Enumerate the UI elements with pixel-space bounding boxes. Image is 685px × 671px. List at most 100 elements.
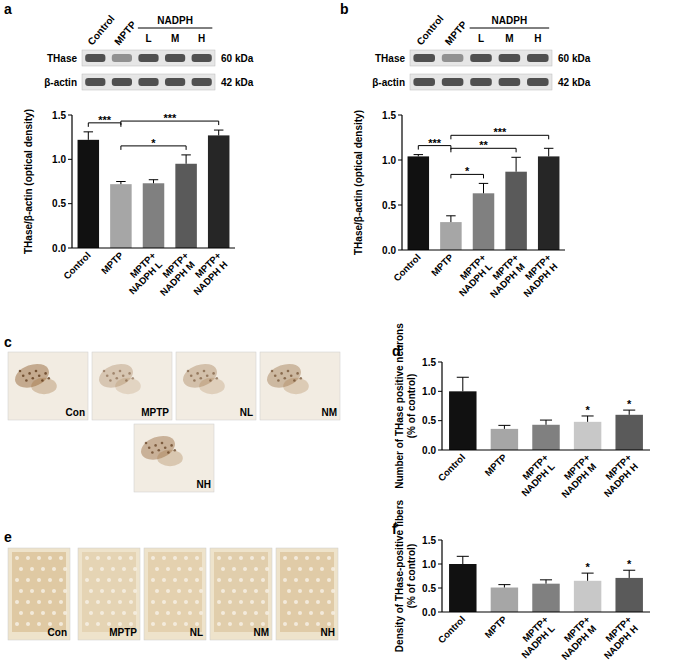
fiber-bundle: [283, 622, 287, 626]
band-name: THase: [47, 53, 77, 64]
fiber-bundle: [19, 611, 23, 615]
cell: [216, 377, 219, 380]
fiber-bundle: [316, 600, 320, 604]
blot-band: [165, 54, 185, 62]
bar: [574, 581, 601, 612]
fiber-bundle: [173, 578, 177, 582]
bar-chart: fDensity of THase-positive fibers(% of c…: [392, 499, 650, 662]
x-tick-label-line: NADPH H: [521, 261, 559, 299]
y-tick-label: 1.0: [382, 155, 396, 166]
x-tick-label-line: Control: [436, 614, 468, 646]
error-bar: [498, 585, 510, 588]
dose-label: L: [478, 33, 484, 44]
cell: [41, 379, 44, 382]
cell: [209, 379, 212, 382]
x-tick-label: MPTP+NADPH H: [594, 451, 642, 499]
bar: [408, 156, 430, 250]
error-line: [629, 570, 630, 578]
cell: [25, 379, 28, 382]
x-axis: [442, 611, 650, 612]
fiber-bundle: [63, 589, 67, 593]
x-tick-label-line: Control: [436, 452, 468, 484]
fiber-bundle: [111, 589, 115, 593]
micrograph-background: [8, 352, 88, 420]
bar: [505, 172, 527, 250]
fiber-bundle: [305, 600, 309, 604]
stain: [12, 552, 66, 632]
y-tick: [68, 248, 72, 249]
y-tick: [438, 612, 442, 613]
cell: [187, 370, 190, 373]
cell: [167, 451, 170, 454]
micrograph-label: NL: [240, 407, 253, 418]
cell: [174, 449, 177, 452]
fiber-bundle: [294, 622, 298, 626]
blot-band: [442, 78, 464, 86]
x-tick-label: MPTP+NADPH L: [511, 451, 558, 498]
fiber-bundle: [59, 556, 63, 560]
cell: [38, 375, 41, 378]
bar: [449, 564, 476, 612]
y-tick: [438, 362, 442, 363]
y-tick-label: 1.5: [382, 110, 396, 121]
fiber-bundle: [309, 611, 313, 615]
error-bar: [540, 420, 552, 425]
treatment-line: [470, 28, 550, 29]
cell: [274, 375, 277, 378]
error-bar: [116, 182, 125, 185]
cell: [158, 449, 161, 452]
error-bar: [457, 556, 469, 564]
fiber-bundle: [162, 578, 166, 582]
x-tick-label: MPTP+NADPH H: [594, 613, 642, 661]
fiber-bundle: [217, 622, 221, 626]
y-axis-label-line: Density of THase-positive fibers: [394, 499, 405, 652]
fiber-bundle: [52, 567, 56, 571]
fiber-bundle: [100, 567, 104, 571]
fiber-bundle: [107, 556, 111, 560]
bar: [473, 193, 495, 250]
fiber-bundle: [316, 556, 320, 560]
error-cap: [540, 420, 552, 421]
x-tick-label-line: NADPH M: [488, 261, 527, 300]
y-tick: [398, 250, 402, 251]
significance-label: ***: [428, 137, 442, 149]
x-tick-label-line: NADPH H: [602, 623, 640, 661]
cell: [287, 370, 290, 373]
fiber-bundle: [283, 578, 287, 582]
blot-strip: [82, 74, 215, 90]
fiber-bundle: [151, 600, 155, 604]
cell: [300, 377, 303, 380]
y-tick-label: 0.5: [382, 200, 396, 211]
micrograph: MPTP: [92, 352, 172, 420]
y-tick-label: 1.0: [422, 386, 436, 397]
cell: [280, 372, 283, 375]
fiber-bundle: [177, 567, 181, 571]
blot-band: [85, 78, 105, 86]
western-blot: ControlMPTPNADPHLMHTHase60 kDaβ-actin42 …: [44, 13, 253, 90]
y-tick: [398, 205, 402, 206]
bar: [449, 391, 476, 450]
x-tick-label: Control: [61, 250, 93, 282]
fiber-bundle: [122, 589, 126, 593]
error-cap: [84, 131, 93, 132]
cell: [161, 442, 164, 445]
fiber-bundle: [287, 589, 291, 593]
error-line: [587, 573, 588, 581]
x-tick-label-line: NADPH M: [158, 259, 197, 298]
fiber-bundle: [37, 622, 41, 626]
fiber-bundle: [298, 611, 302, 615]
fiber-bundle: [85, 600, 89, 604]
micrograph-background: [92, 352, 172, 420]
panel-letter: e: [4, 529, 12, 545]
fiber-bundle: [305, 622, 309, 626]
error-cap: [511, 157, 520, 158]
bar: [491, 588, 518, 612]
y-tick-label: 0.0: [422, 607, 436, 618]
blot-strip: [410, 74, 552, 90]
error-cap: [457, 377, 469, 378]
bar: [175, 164, 197, 248]
bar: [615, 415, 642, 450]
fiber-bundle: [63, 611, 67, 615]
y-tick: [438, 540, 442, 541]
blot-band: [470, 54, 492, 62]
